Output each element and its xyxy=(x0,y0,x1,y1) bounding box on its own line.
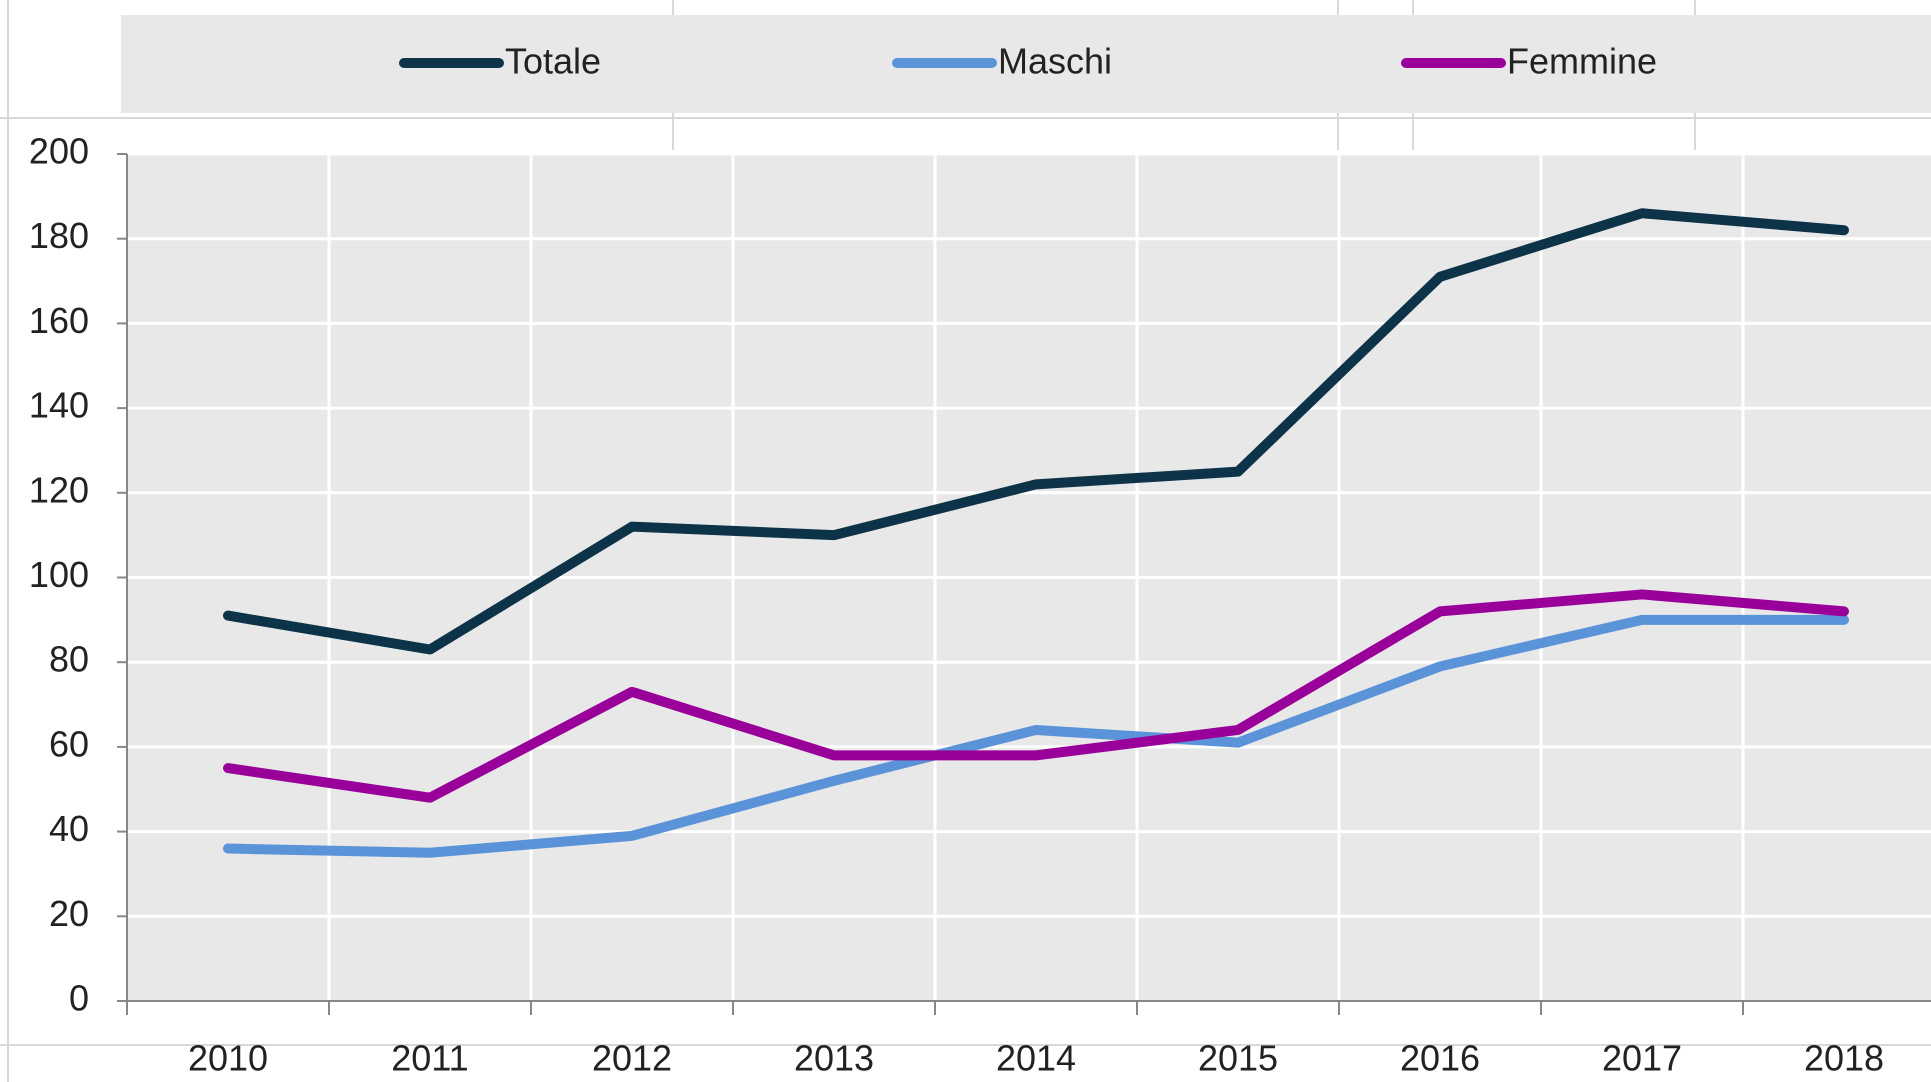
y-tick-label: 0 xyxy=(69,978,89,1019)
legend-label: Femmine xyxy=(1507,41,1657,82)
y-tick-label: 60 xyxy=(49,723,89,764)
y-tick-label: 180 xyxy=(29,215,89,256)
y-tick-label: 40 xyxy=(49,808,89,849)
x-tick-label: 2017 xyxy=(1602,1038,1682,1079)
data-line xyxy=(223,614,1849,858)
x-tick-label: 2010 xyxy=(188,1038,268,1079)
x-tick-label: 2013 xyxy=(794,1038,874,1079)
x-tick-label: 2016 xyxy=(1400,1038,1480,1079)
x-tick-label: 2018 xyxy=(1804,1038,1884,1079)
y-tick-label: 120 xyxy=(29,469,89,510)
legend-label: Totale xyxy=(505,41,601,82)
y-tick-label: 80 xyxy=(49,639,89,680)
y-tick-label: 200 xyxy=(29,131,89,172)
data-line xyxy=(223,208,1849,655)
y-tick-label: 160 xyxy=(29,300,89,341)
data-line xyxy=(223,589,1849,803)
y-tick-label: 20 xyxy=(49,893,89,934)
x-tick-label: 2014 xyxy=(996,1038,1076,1079)
y-tick-label: 100 xyxy=(29,554,89,595)
x-tick-label: 2015 xyxy=(1198,1038,1278,1079)
x-tick-label: 2011 xyxy=(391,1038,468,1079)
y-tick-label: 140 xyxy=(29,385,89,426)
legend-label: Maschi xyxy=(998,41,1112,82)
x-tick-label: 2012 xyxy=(592,1038,672,1079)
